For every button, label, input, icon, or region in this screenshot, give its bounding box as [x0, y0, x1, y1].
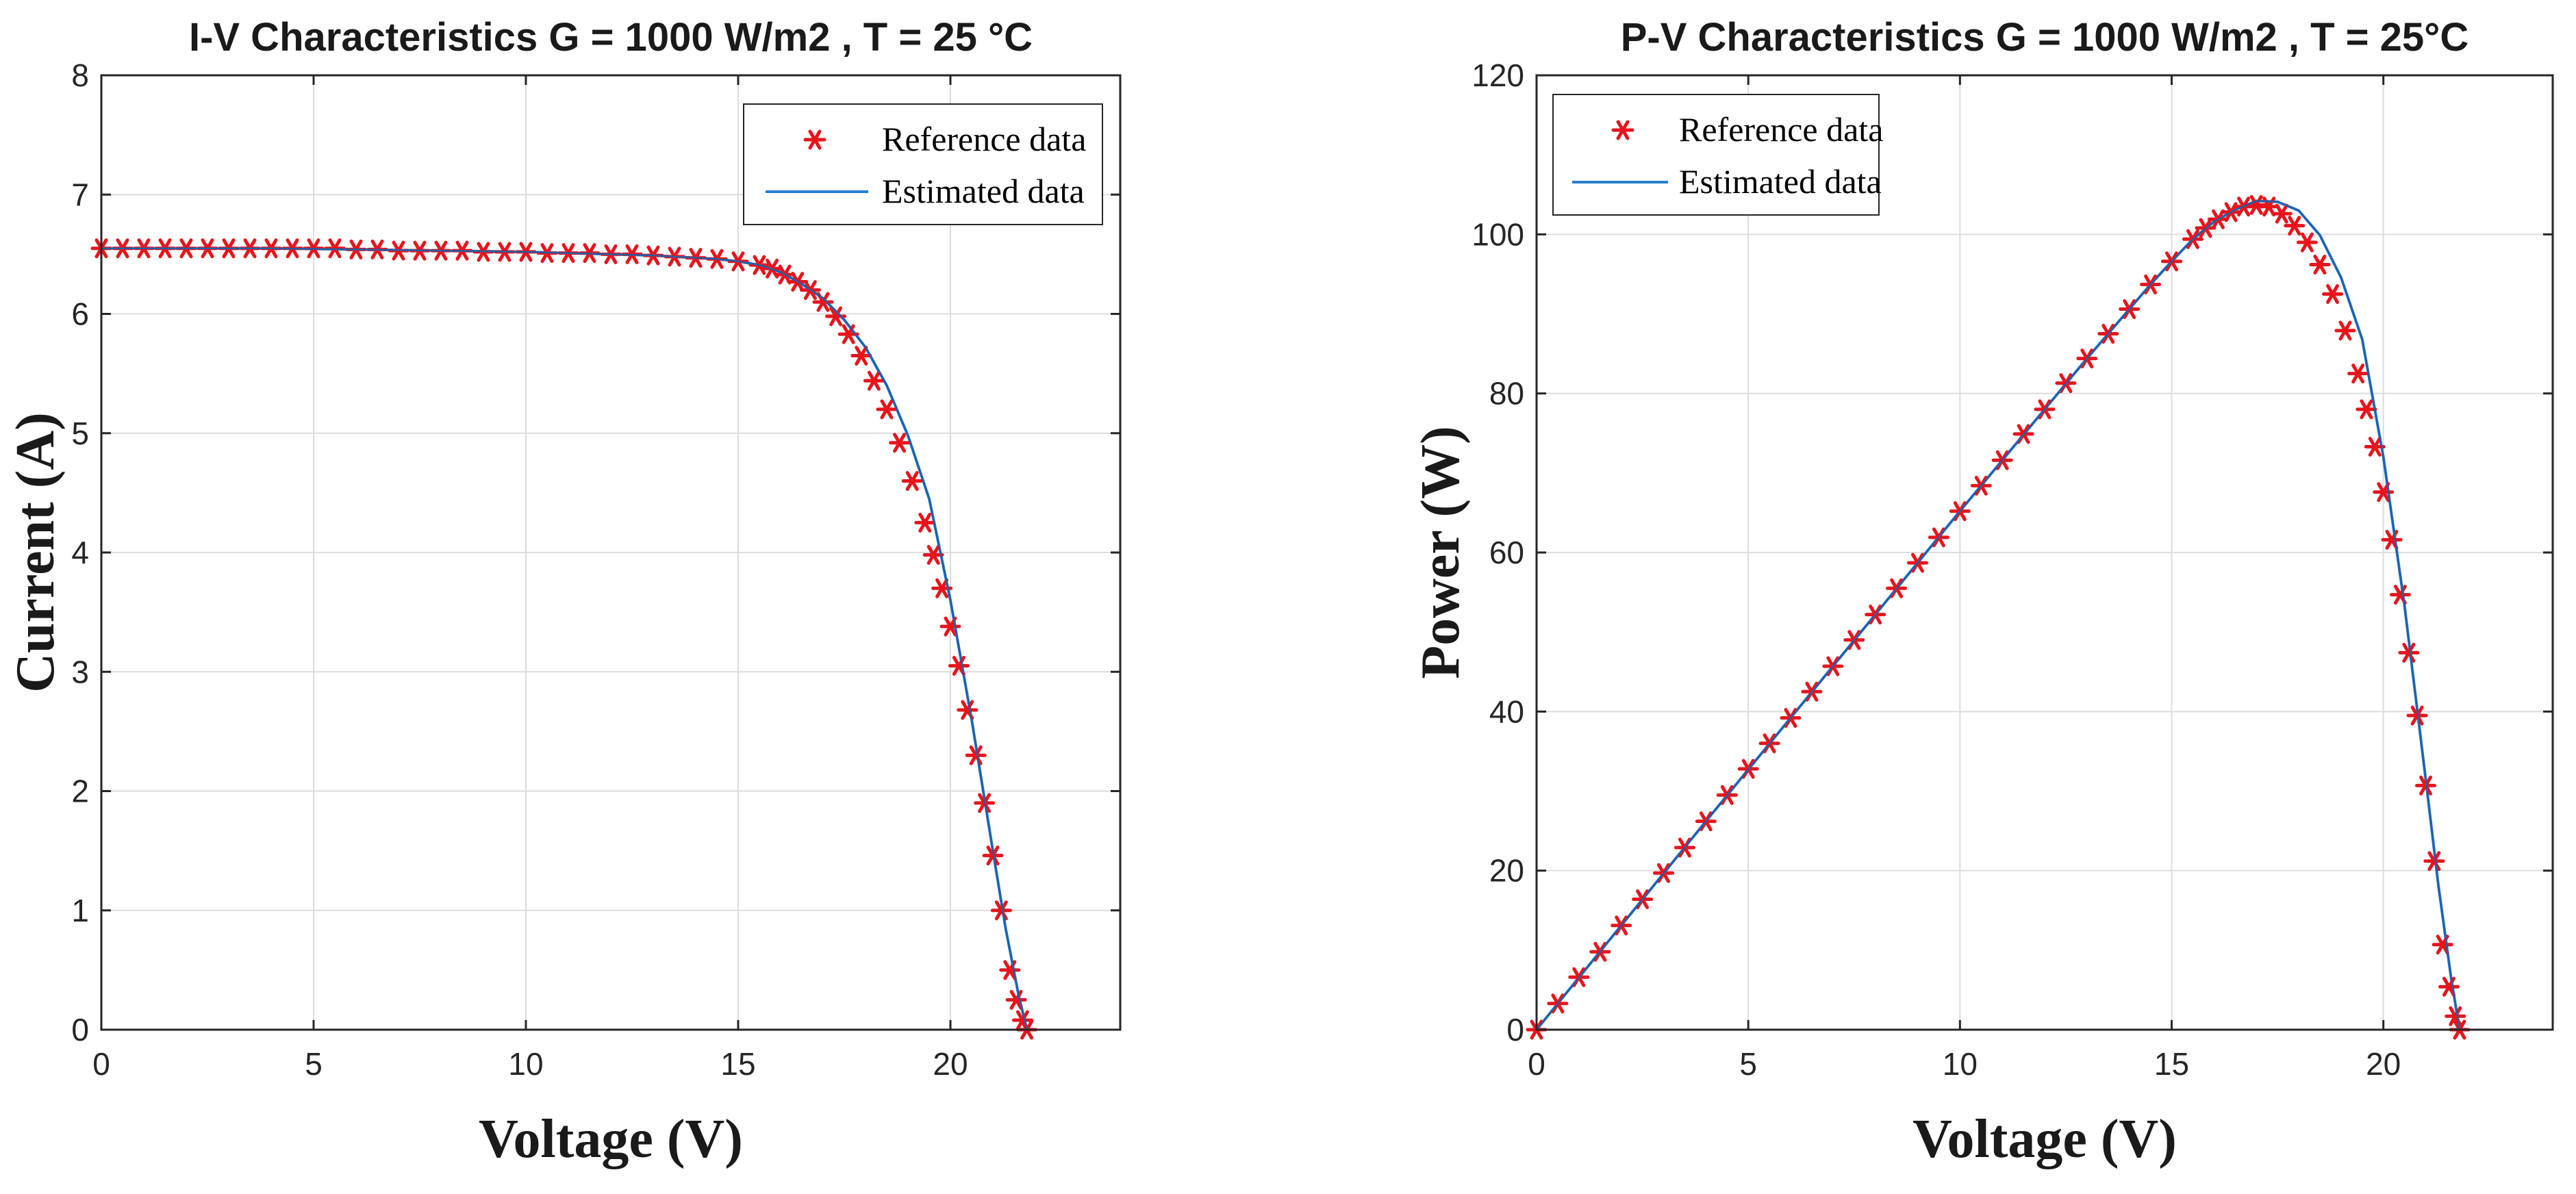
pv-reference-data-point: [2284, 216, 2306, 236]
pv-legend-box: [1552, 94, 1880, 216]
pv-y-tick-label: 100: [1472, 216, 1524, 252]
iv-reference-data-point: [1005, 989, 1027, 1010]
pv-reference-data-point: [2271, 203, 2293, 224]
iv-y-tick-label: 5: [71, 416, 89, 451]
pv-reference-data-point: [2334, 320, 2356, 341]
iv-y-tick-label: 8: [71, 58, 89, 93]
iv-reference-data-point: [850, 346, 872, 366]
pv-y-tick-label: 120: [1472, 58, 1524, 93]
pv-chart: 0 5 10 15 20 0 20 40 60 80 100 120 P-V Characterist…: [1411, 15, 2554, 1169]
pv-y-axis-label: Power (W): [1411, 426, 1471, 679]
pv-x-axis-label: Voltage (V): [1912, 1109, 2177, 1169]
iv-x-tick-label: 10: [508, 1046, 543, 1082]
iv-x-tick-label: 5: [305, 1046, 323, 1082]
pv-reference-data-point: [2373, 482, 2395, 503]
iv-reference-data-point: [863, 370, 885, 391]
iv-y-tick-label: 7: [71, 177, 89, 212]
iv-y-tick-label: 0: [71, 1012, 89, 1047]
pv-x-tick-label: 5: [1739, 1046, 1757, 1082]
iv-y-tick-label: 6: [71, 296, 89, 332]
iv-chart-title: I-V Characteristics G = 1000 W/m2 , T = …: [189, 15, 1033, 60]
iv-legend-reference-label: Reference data: [882, 120, 1086, 158]
iv-y-tick-label: 2: [71, 774, 89, 809]
iv-x-tick-label: 20: [933, 1046, 968, 1082]
pv-chart-title: P-V Characteristics G = 1000 W/m2 , T = …: [1621, 15, 2469, 60]
pv-x-tick-label: 20: [2366, 1046, 2401, 1082]
pv-y-tick-label: 40: [1489, 694, 1524, 729]
pv-x-tick-label: 15: [2154, 1046, 2189, 1082]
pv-y-tick-label: 80: [1489, 376, 1524, 411]
iv-reference-data-point: [948, 656, 970, 676]
iv-x-axis-label: Voltage (V): [479, 1109, 743, 1169]
iv-reference-data-point: [922, 545, 944, 565]
iv-x-tick-label: 0: [92, 1046, 110, 1082]
pv-estimated-data-line-overlay: [1536, 200, 2461, 1030]
iv-reference-data-point: [990, 900, 1012, 921]
pv-y-tick-label: 20: [1489, 853, 1524, 889]
pv-y-tick-label: 60: [1489, 535, 1524, 570]
iv-estimated-data-line-overlay: [101, 247, 1028, 1030]
iv-reference-data-point: [876, 399, 898, 420]
pv-legend-reference-label: Reference data: [1679, 110, 1883, 149]
iv-reference-data-point: [901, 471, 923, 491]
pv-reference-data-point: [2296, 232, 2318, 253]
iv-y-axis-label: Current (A): [5, 412, 66, 693]
pv-legend: Reference data Estimated data: [1552, 94, 1883, 216]
iv-y-tick-label: 3: [71, 654, 89, 689]
iv-legend: Reference data Estimated data: [743, 103, 1103, 225]
pv-reference-data-point: [2322, 284, 2343, 304]
pv-reference-data-point: [2356, 399, 2377, 420]
pv-y-tick-label: 0: [1506, 1012, 1524, 1047]
iv-y-tick-label: 4: [71, 535, 89, 570]
pv-x-tick-label: 0: [1528, 1046, 1545, 1082]
iv-legend-reference-marker: [803, 129, 826, 150]
iv-legend-box: [743, 103, 1103, 225]
iv-reference-data-point: [914, 512, 936, 533]
pv-reference-data-point: [2347, 364, 2369, 384]
pv-x-tick-label: 10: [1943, 1046, 1978, 1082]
pv-reference-data-point: [2309, 255, 2331, 275]
iv-x-tick-label: 15: [720, 1046, 755, 1082]
pv-legend-estimated-label: Estimated data: [1679, 162, 1882, 201]
iv-y-tick-label: 1: [71, 893, 89, 928]
pv-legend-reference-marker: [1611, 120, 1634, 140]
pv-reference-data-point: [2423, 851, 2445, 872]
pv-reference-data-point: [2398, 642, 2420, 663]
iv-chart: 0 5 10 15 20 0 1 2 3 4 5 6 7 8 I-V Characteristics G …: [5, 15, 1122, 1169]
iv-legend-estimated-label: Estimated data: [882, 172, 1085, 210]
iv-reference-data-point: [889, 433, 911, 453]
